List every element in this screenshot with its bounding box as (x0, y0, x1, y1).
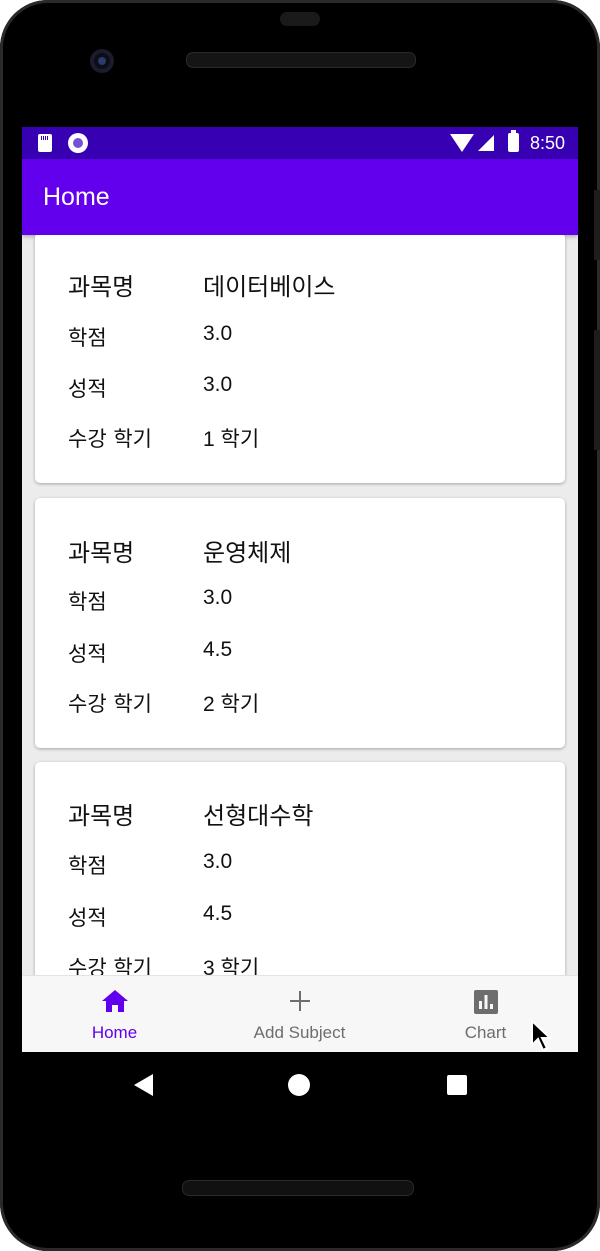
system-navigation-bar (22, 1052, 578, 1120)
plus-icon (288, 989, 312, 1017)
semester-row: 수강 학기 3 학기 (68, 952, 548, 975)
subject-name-label: 과목명 (68, 802, 135, 830)
subject-name-value: 운영체제 (203, 540, 292, 567)
grade-value: 4.5 (203, 638, 233, 661)
cell-signal-icon (478, 135, 494, 151)
grade-row: 성적 3.0 (68, 373, 548, 403)
nav-add-subject[interactable]: Add Subject (207, 976, 392, 1052)
subject-card[interactable]: 과목명 선형대수학 학점 3.0 성적 4.5 수강 학기 3 학기 (35, 762, 565, 975)
subject-name-label: 과목명 (68, 273, 135, 301)
semester-label: 수강 학기 (68, 692, 152, 716)
grade-row: 성적 4.5 (68, 902, 548, 932)
subject-name-value: 선형대수학 (203, 803, 314, 830)
nav-home-label: Home (91, 1023, 138, 1042)
subject-card[interactable]: 과목명 운영체제 학점 3.0 성적 4.5 수강 학기 2 학기 (35, 498, 565, 748)
subject-name-row: 과목명 데이터베이스 (68, 267, 548, 301)
subject-name-row: 과목명 운영체제 (68, 533, 548, 567)
top-speaker (280, 12, 320, 26)
credits-value: 3.0 (203, 322, 233, 345)
wifi-icon (450, 134, 474, 152)
notification-icon (68, 133, 88, 153)
grade-value: 3.0 (203, 373, 233, 396)
grade-value: 4.5 (203, 902, 233, 925)
power-button (594, 330, 600, 450)
subject-list[interactable]: 과목명 데이터베이스 학점 3.0 성적 3.0 수강 학기 1 학기 (22, 235, 578, 975)
front-camera (90, 49, 114, 73)
grade-row: 성적 4.5 (68, 638, 548, 668)
recent-apps-icon[interactable] (447, 1075, 467, 1095)
credits-row: 학점 3.0 (68, 322, 548, 352)
status-time: 8:50 (530, 133, 566, 153)
credits-value: 3.0 (203, 586, 233, 609)
grade-label: 성적 (68, 642, 107, 666)
semester-value: 3 학기 (203, 957, 260, 975)
semester-value: 2 학기 (203, 693, 260, 716)
subject-name-value: 데이터베이스 (203, 274, 336, 301)
semester-label: 수강 학기 (68, 956, 152, 975)
semester-row: 수강 학기 2 학기 (68, 688, 548, 718)
volume-button (594, 190, 600, 260)
credits-label: 학점 (68, 854, 107, 878)
system-home-icon[interactable] (288, 1074, 310, 1096)
mouse-cursor-icon (530, 1018, 553, 1057)
sd-card-icon (38, 134, 52, 152)
home-icon (101, 989, 129, 1017)
semester-value: 1 학기 (203, 428, 260, 451)
semester-label: 수강 학기 (68, 427, 152, 451)
status-bar: 8:50 (22, 127, 578, 159)
grade-label: 성적 (68, 377, 107, 401)
credits-value: 3.0 (203, 850, 233, 873)
credits-label: 학점 (68, 326, 107, 350)
page-title: Home (43, 183, 110, 211)
bottom-navigation: Home Add Subject (22, 975, 578, 1052)
back-icon[interactable] (134, 1074, 153, 1096)
device-screen: 8:50 Home 과목명 데이터베이스 학점 3.0 성적 3.0 (22, 127, 578, 1052)
credits-row: 학점 3.0 (68, 850, 548, 880)
nav-add-subject-label: Add Subject (253, 1023, 346, 1042)
nav-home[interactable]: Home (22, 976, 207, 1052)
battery-icon (508, 130, 519, 152)
earpiece-grill (186, 52, 416, 68)
semester-row: 수강 학기 1 학기 (68, 423, 548, 453)
subject-name-row: 과목명 선형대수학 (68, 796, 548, 830)
app-bar: Home (22, 159, 578, 235)
subject-name-label: 과목명 (68, 539, 135, 567)
nav-chart-label: Chart (464, 1023, 507, 1042)
credits-row: 학점 3.0 (68, 586, 548, 616)
bottom-speaker-grill (182, 1180, 414, 1196)
credits-label: 학점 (68, 590, 107, 614)
subject-card[interactable]: 과목명 데이터베이스 학점 3.0 성적 3.0 수강 학기 1 학기 (35, 235, 565, 483)
nav-chart[interactable]: Chart (393, 976, 578, 1052)
bar-chart-icon (473, 989, 499, 1019)
grade-label: 성적 (68, 906, 107, 930)
